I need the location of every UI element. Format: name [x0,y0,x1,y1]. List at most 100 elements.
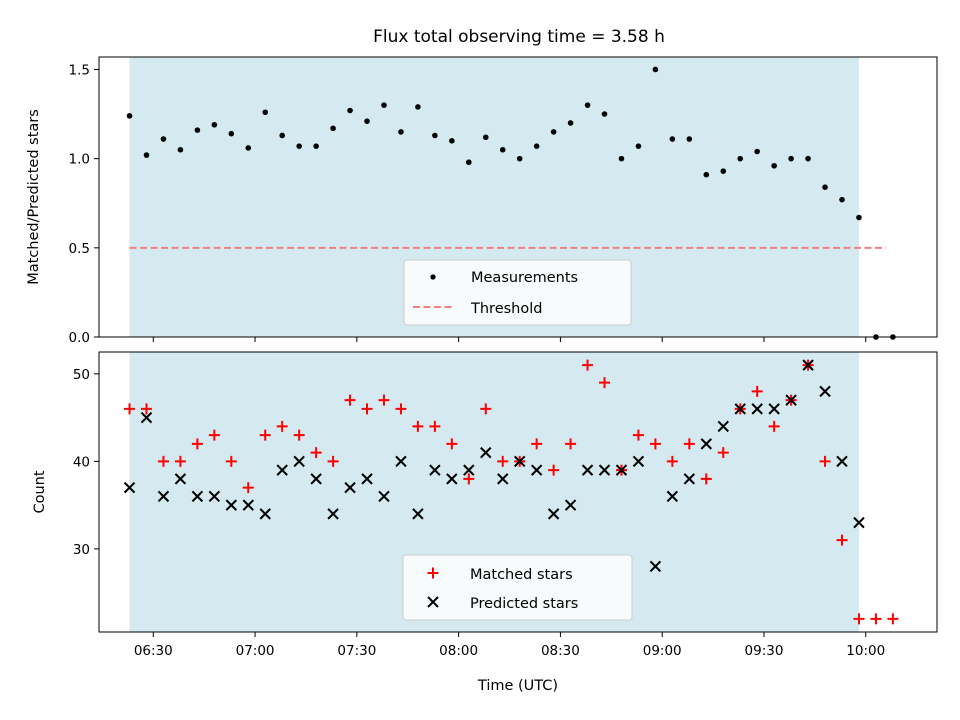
matched-star-point [242,482,254,494]
predicted-star-point [395,455,407,468]
legend-predicted-marker [427,596,439,608]
matched-star-point [463,473,475,485]
measurement-point [703,171,710,178]
predicted-star-point [530,464,543,476]
matched-star-point [327,455,339,467]
top-ytick-label: 1.5 [69,62,90,78]
measurement-point [313,143,319,149]
matched-star-point [582,359,594,371]
predicted-star-point [123,481,136,494]
top-legend-box [403,259,632,326]
top-y-axis-title: Matched/Predicted stars [26,109,42,285]
measurement-point [499,146,506,153]
matched-star-point [191,438,203,450]
legend-measurements-label: Measurements [471,270,578,286]
top-marks [126,66,896,340]
matched-star-point [700,473,712,485]
bottom-ytick-label: 30 [73,542,90,558]
measurement-point [160,136,167,142]
matched-star-point [717,447,729,459]
matched-star-point [649,438,661,450]
bottom-y-axis-title: Count [32,470,48,513]
predicted-star-point [276,464,288,476]
measurement-point [211,121,218,128]
matched-star-point [259,429,271,441]
predicted-star-point [683,473,696,485]
measurement-point [364,118,370,125]
measurement-point [822,184,828,190]
predicted-star-point [853,516,865,529]
matched-star-point [819,455,831,467]
matched-star-point [310,447,322,459]
predicted-star-point [513,455,526,468]
legend-threshold-label: Threshold [470,301,542,317]
bottom-xtick-label: 08:00 [439,643,478,659]
measurement-point [618,155,625,162]
predicted-star-point [768,403,780,415]
measurement-point [839,196,845,203]
predicted-star-point [463,464,475,476]
predicted-star-point [785,394,797,406]
measurement-point [296,143,302,149]
predicted-star-point [157,490,170,503]
predicted-star-point [344,481,356,494]
matched-star-point [361,403,373,415]
measurement-point [754,148,760,155]
matched-star-point [887,613,899,625]
matched-star-point [429,420,441,432]
top-ytick-label: 0.0 [69,330,90,346]
bottom-xtick-label: 08:30 [541,643,580,659]
matched-star-point [480,403,492,415]
predicted-star-point [174,473,187,485]
matched-star-point [853,613,865,625]
matched-star-point [632,429,644,441]
matched-star-point [124,403,136,415]
predicted-star-point [666,490,679,503]
bottom-xtick-label: 07:00 [236,643,275,659]
predicted-star-point [564,499,577,511]
measurement-point [347,107,353,114]
measurement-point [720,168,727,174]
top-axes: 0.0 0.5 1.0 1.5 [69,62,867,346]
measurement-point [516,155,523,162]
bottom-xtick-label: 07:30 [337,643,376,659]
predicted-star-point [225,499,238,511]
predicted-star-point [378,490,390,503]
measurement-point [398,129,404,135]
measurement-point [381,102,387,108]
measurement-point [771,162,777,169]
measurement-point [143,152,150,158]
matched-star-point [157,455,169,467]
bottom-legend: Matched stars Predicted stars [402,554,633,621]
matched-star-point [344,394,356,406]
predicted-star-point [429,464,441,476]
matched-star-point [666,455,678,467]
measurement-point [228,130,235,137]
matched-star-point [531,438,543,450]
matched-star-point [565,438,577,450]
measurement-point [788,155,794,162]
predicted-star-point [361,473,373,485]
matched-star-point [395,403,407,415]
matched-star-point [293,429,305,441]
bottom-plot-frame [98,351,938,633]
predicted-star-point [581,464,594,476]
predicted-star-point [632,455,645,468]
measurement-point [177,146,184,153]
bottom-xtick-label: 09:00 [643,643,682,659]
predicted-star-point [327,508,339,520]
measurement-point [126,113,133,119]
predicted-star-point [293,455,305,468]
matched-star-point [497,455,509,467]
matched-star-point [174,455,186,467]
measurement-point [652,66,659,73]
matched-star-point [870,613,882,625]
measurement-point [686,136,693,142]
measurement-point [432,132,438,139]
bottom-xtick-label: 06:30 [134,643,173,659]
matched-star-point [140,403,152,415]
measurement-point [635,143,642,149]
bottom-marks [123,359,899,625]
matched-star-point [548,464,560,476]
